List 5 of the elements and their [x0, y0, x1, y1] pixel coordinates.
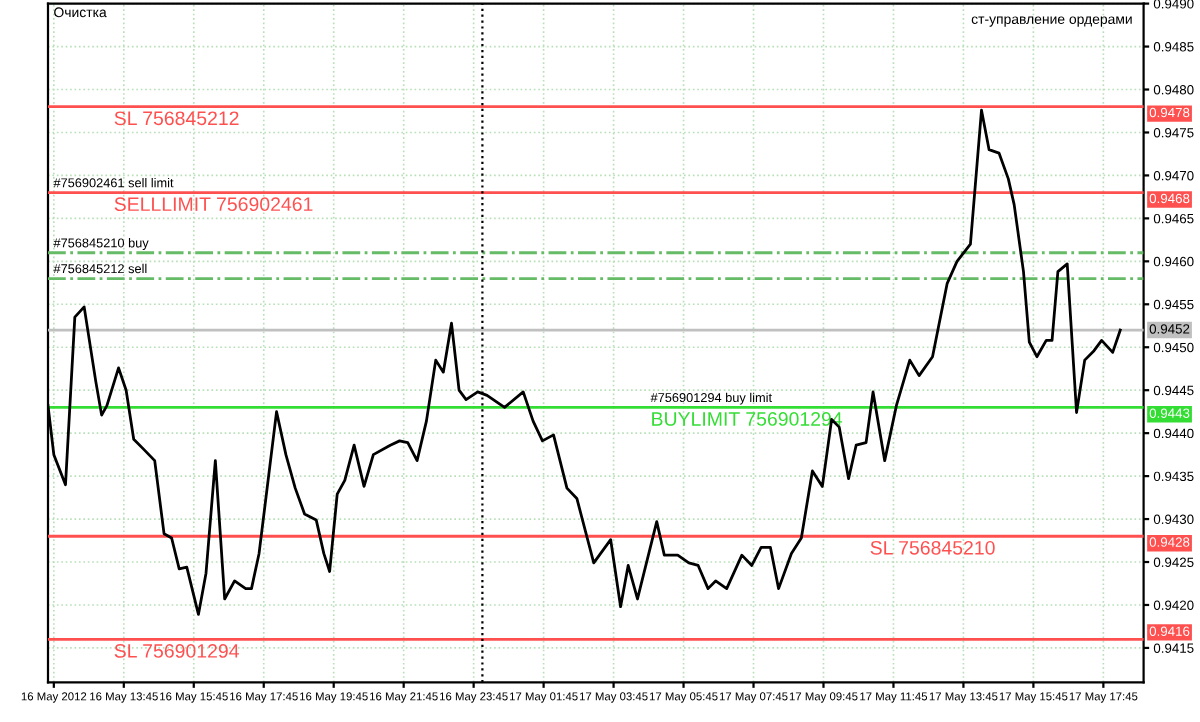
annotation: SL 756901294	[114, 644, 239, 658]
annotation: SL 756845210	[870, 540, 995, 555]
annotation: SL 756845212	[114, 111, 239, 126]
annotation: SELLLIMIT 756902461	[114, 197, 313, 212]
annotation: BUYLIMIT 756901294	[652, 412, 843, 426]
